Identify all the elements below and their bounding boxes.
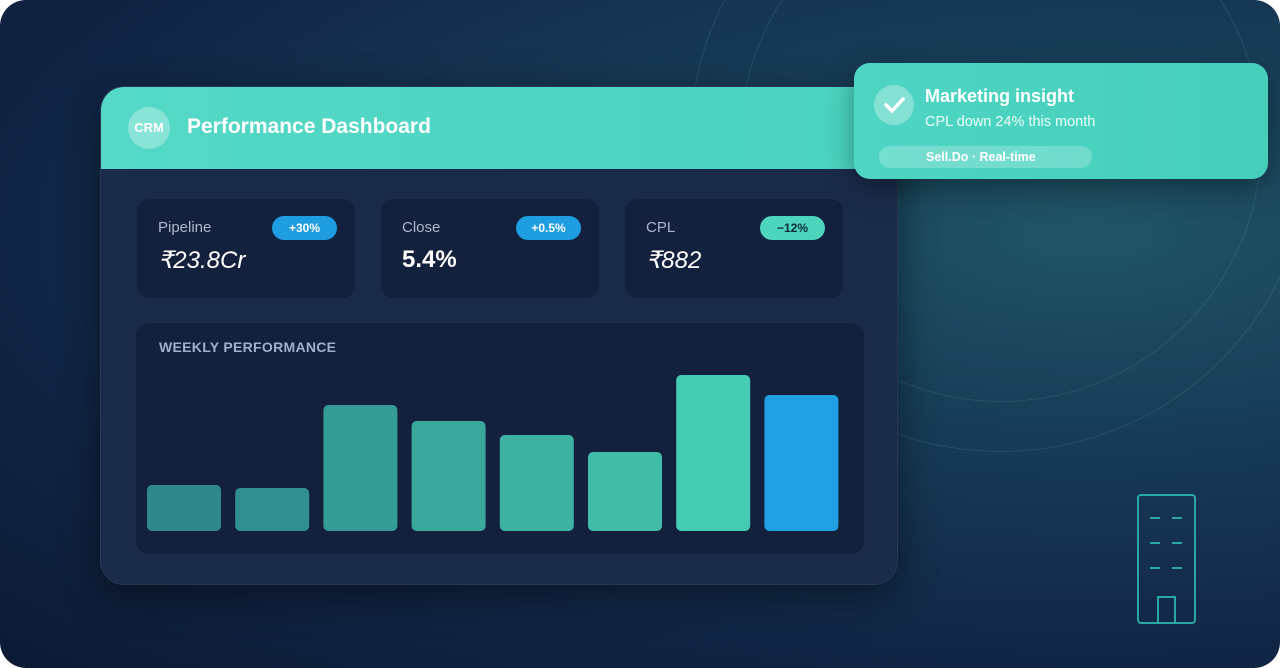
bar (323, 405, 398, 531)
bar (764, 395, 839, 531)
chart-panel: WEEKLY PERFORMANCE (135, 322, 865, 555)
notification-text: CPL down 24% this month (925, 114, 1096, 130)
notification-title: Marketing insight (925, 86, 1075, 106)
bar (147, 485, 221, 531)
kpi-card: Pipeline ₹23.8Cr +30% (137, 199, 355, 298)
dashboard-title: Performance Dashboard (187, 115, 431, 138)
kpi-badge: +30% (272, 216, 337, 240)
notification: Marketing insight CPL down 24% this mont… (854, 63, 1268, 179)
building-icon (1137, 494, 1196, 624)
chart-title: WEEKLY PERFORMANCE (159, 339, 337, 355)
kpi-label: CPL (646, 219, 676, 236)
kpi-label: Close (402, 219, 441, 236)
kpi-value: ₹882 (646, 247, 702, 274)
chart (147, 375, 839, 531)
check-icon (874, 85, 914, 125)
logo: CRM (128, 107, 170, 149)
kpi-badge: +0.5% (516, 216, 581, 240)
bar (411, 421, 486, 531)
kpi-card: CPL ₹882 −12% (625, 199, 843, 298)
kpi-badge: −12% (760, 216, 825, 240)
card-header: CRM Performance Dashboard (101, 87, 897, 169)
dashboard-card: CRM Performance Dashboard Pipeline ₹23.8… (100, 86, 898, 585)
kpi-value: ₹23.8Cr (158, 247, 246, 274)
bar (676, 375, 751, 531)
kpi-card: Close 5.4% +0.5% (381, 199, 599, 298)
notification-tag: Sell.Do · Real-time (879, 146, 1092, 168)
kpi-label: Pipeline (158, 219, 212, 236)
bar (499, 435, 574, 531)
kpi-value: 5.4% (402, 246, 457, 273)
bar (588, 452, 662, 531)
bar (235, 488, 310, 531)
